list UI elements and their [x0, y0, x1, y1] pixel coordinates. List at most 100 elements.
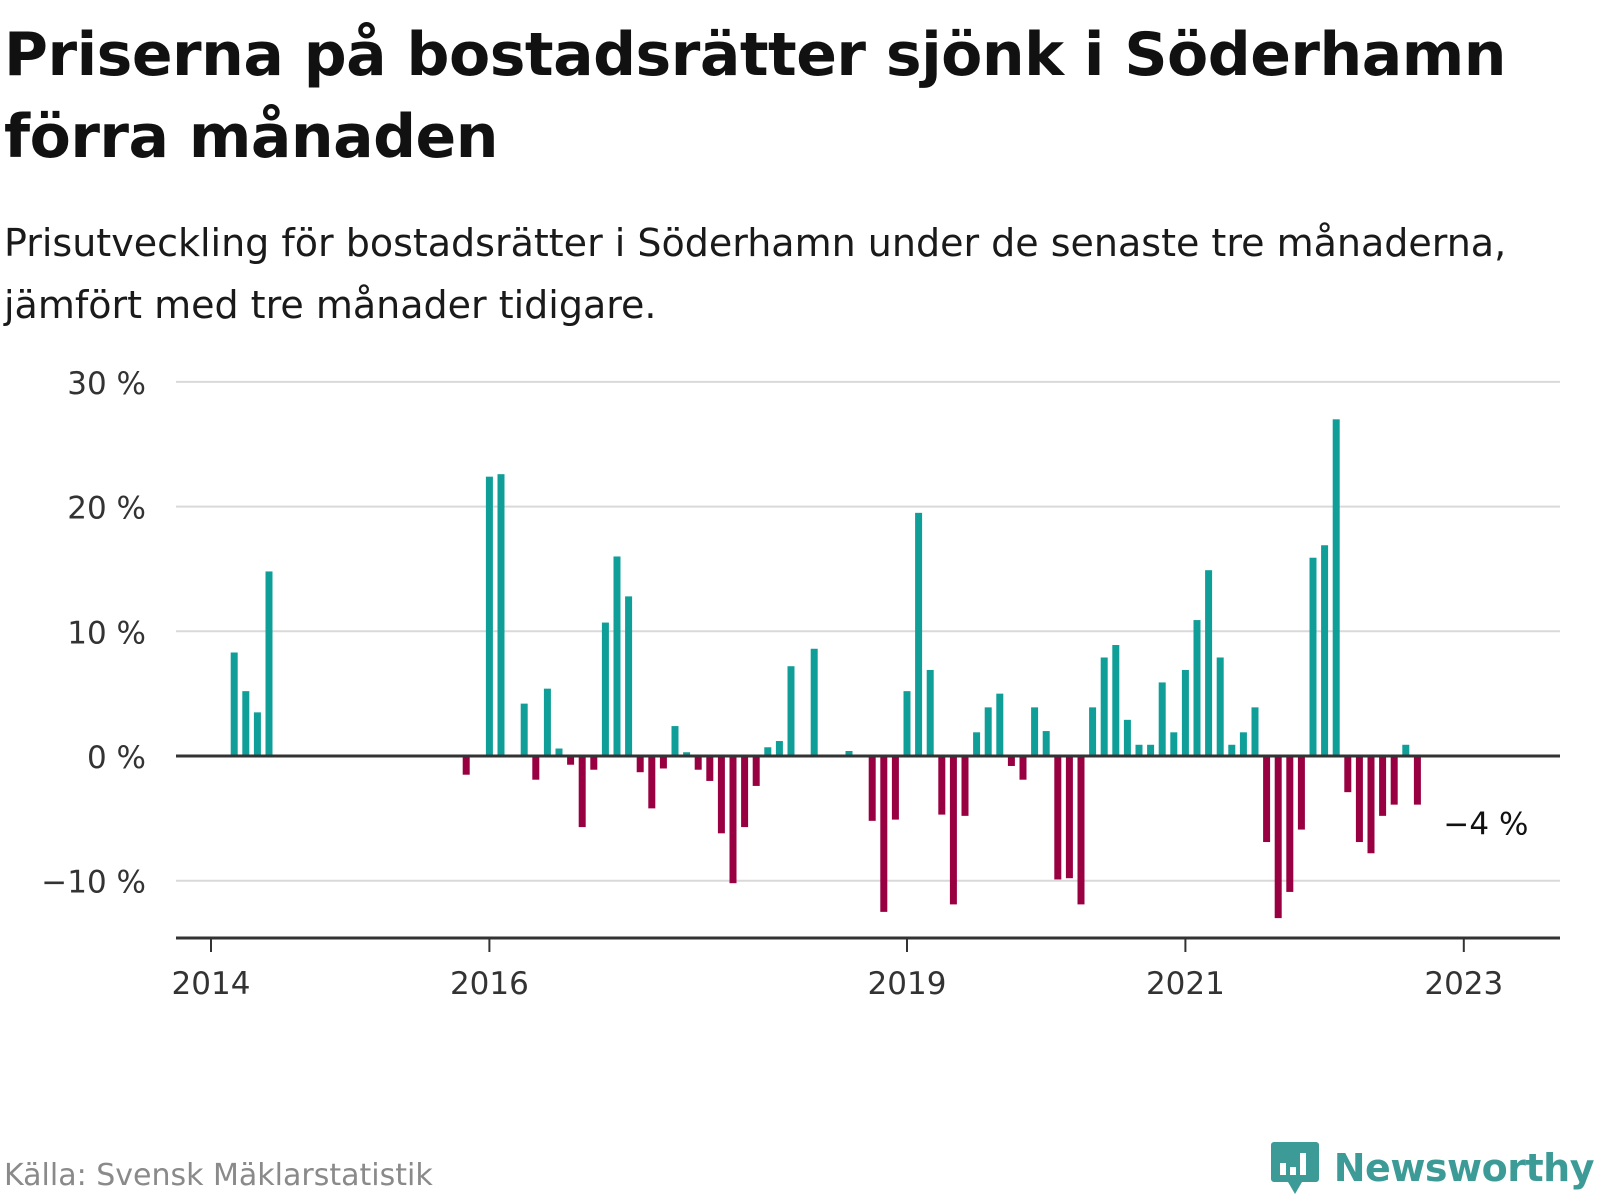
bar[interactable]	[1123, 719, 1131, 756]
annotations: −4 %	[1443, 807, 1528, 843]
bar[interactable]	[891, 756, 899, 820]
bar[interactable]	[683, 752, 691, 756]
bar[interactable]	[752, 756, 760, 786]
y-tick-label: 30 %	[67, 366, 146, 402]
bar[interactable]	[1054, 756, 1062, 880]
bar[interactable]	[1031, 707, 1039, 756]
x-tick-label: 2014	[172, 966, 251, 1002]
bar[interactable]	[729, 756, 737, 884]
bar[interactable]	[659, 756, 667, 769]
bar[interactable]	[868, 756, 876, 821]
x-tick-label: 2016	[450, 966, 529, 1002]
bar[interactable]	[230, 652, 238, 756]
bar[interactable]	[1205, 570, 1213, 756]
bar[interactable]	[1170, 732, 1178, 756]
bar[interactable]	[845, 751, 853, 756]
bar[interactable]	[1274, 756, 1282, 919]
x-axis: 2014 2016 2019 2021 2023	[172, 754, 1560, 1002]
bar[interactable]	[1251, 707, 1259, 756]
bar[interactable]	[1042, 731, 1050, 756]
bar[interactable]	[775, 741, 783, 756]
chart-subtitle: Prisutveckling för bostadsrätter i Söder…	[4, 221, 1507, 327]
bar[interactable]	[265, 571, 273, 756]
bar[interactable]	[1077, 756, 1085, 905]
bar[interactable]	[764, 747, 772, 756]
brand-logo[interactable]: Newsworthy	[1270, 1140, 1595, 1196]
bar[interactable]	[1332, 419, 1340, 756]
bar[interactable]	[1135, 744, 1143, 756]
bar[interactable]	[1065, 756, 1073, 879]
bar[interactable]	[601, 622, 609, 756]
bar[interactable]	[462, 756, 470, 775]
bar[interactable]	[567, 756, 575, 765]
bar[interactable]	[1158, 682, 1166, 756]
bar[interactable]	[1413, 756, 1421, 805]
x-tick-label: 2023	[1424, 966, 1503, 1002]
bar[interactable]	[1379, 756, 1387, 816]
bar[interactable]	[520, 703, 528, 756]
bar[interactable]	[532, 756, 540, 780]
bar[interactable]	[242, 691, 250, 756]
source-note: Källa: Svensk Mäklarstatistik	[4, 1158, 433, 1193]
gridlines	[176, 380, 1560, 882]
bar[interactable]	[810, 648, 818, 756]
newsworthy-logo-icon	[1270, 1142, 1319, 1194]
bar[interactable]	[694, 756, 702, 770]
bar[interactable]	[1239, 732, 1247, 756]
bar[interactable]	[578, 756, 586, 828]
bar[interactable]	[1286, 756, 1294, 892]
last-value-label: −4 %	[1443, 807, 1528, 843]
bar[interactable]	[590, 756, 598, 770]
bar[interactable]	[1019, 756, 1027, 780]
bar[interactable]	[880, 756, 888, 912]
bar[interactable]	[1402, 744, 1410, 756]
bar[interactable]	[648, 756, 656, 809]
bar[interactable]	[984, 707, 992, 756]
bar[interactable]	[1147, 744, 1155, 756]
bar[interactable]	[1367, 756, 1375, 854]
bars	[230, 419, 1421, 919]
bar[interactable]	[926, 669, 934, 756]
bar[interactable]	[1355, 756, 1363, 843]
bar[interactable]	[741, 756, 749, 828]
bar[interactable]	[903, 691, 911, 756]
bar[interactable]	[915, 512, 923, 756]
bar[interactable]	[1321, 545, 1329, 756]
bar[interactable]	[497, 474, 505, 756]
bar[interactable]	[671, 726, 679, 756]
bar[interactable]	[555, 748, 563, 756]
brand-name: Newsworthy	[1333, 1146, 1595, 1190]
y-tick-label: 20 %	[67, 491, 146, 527]
bar[interactable]	[787, 666, 795, 756]
bar[interactable]	[1181, 669, 1189, 756]
x-tick-label: 2019	[868, 966, 947, 1002]
bar[interactable]	[1100, 657, 1108, 756]
bar[interactable]	[938, 756, 946, 815]
bar[interactable]	[1007, 756, 1015, 766]
bar[interactable]	[1309, 557, 1317, 756]
price-change-bar-chart: 30 % 20 % 10 % 0 % −10 % 2014 2016 2019 2021 202…	[41, 366, 1560, 1002]
bar[interactable]	[961, 756, 969, 816]
bar[interactable]	[1390, 756, 1398, 805]
bar[interactable]	[485, 476, 493, 756]
bar[interactable]	[613, 556, 621, 756]
bar[interactable]	[706, 756, 714, 781]
bar[interactable]	[625, 596, 633, 756]
x-tick-label: 2021	[1146, 966, 1225, 1002]
bar[interactable]	[1228, 744, 1236, 756]
bar[interactable]	[1297, 756, 1305, 830]
bar[interactable]	[1263, 756, 1271, 843]
bar[interactable]	[1344, 756, 1352, 793]
bar[interactable]	[717, 756, 725, 834]
bar[interactable]	[1112, 645, 1120, 756]
bar[interactable]	[949, 756, 957, 905]
bar[interactable]	[1193, 620, 1201, 756]
bar[interactable]	[1089, 707, 1097, 756]
y-tick-label: 0 %	[87, 740, 146, 776]
bar[interactable]	[253, 712, 261, 756]
bar[interactable]	[543, 688, 551, 756]
bar[interactable]	[996, 693, 1004, 756]
bar[interactable]	[973, 732, 981, 756]
bar[interactable]	[1216, 657, 1224, 756]
bar[interactable]	[636, 756, 644, 773]
